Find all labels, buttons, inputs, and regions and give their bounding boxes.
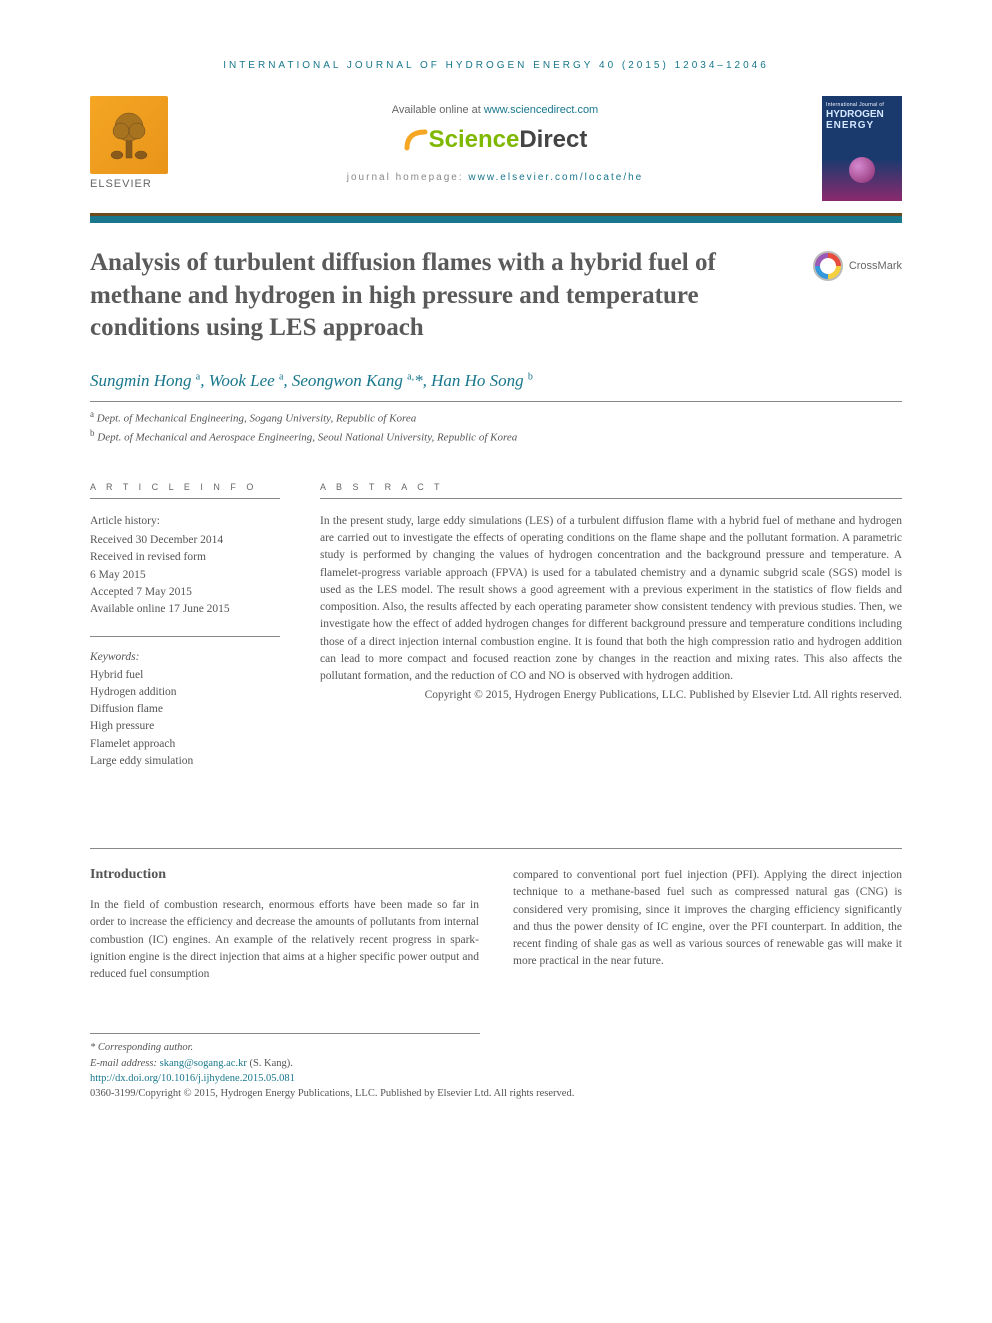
email-line: E-mail address: skang@sogang.ac.kr (S. K…: [90, 1056, 480, 1071]
email-suffix: (S. Kang).: [247, 1058, 293, 1069]
body-rule: [90, 848, 902, 849]
sciencedirect-logo[interactable]: ScienceDirect: [188, 126, 802, 154]
keyword-item: Large eddy simulation: [90, 753, 280, 770]
keyword-item: Diffusion flame: [90, 701, 280, 718]
history-line: Available online 17 June 2015: [90, 601, 280, 618]
abstract-label: A B S T R A C T: [320, 482, 902, 499]
history-line: Received 30 December 2014: [90, 532, 280, 549]
crossmark-icon: [813, 251, 843, 281]
abstract-column: A B S T R A C T In the present study, la…: [320, 482, 902, 788]
available-online: Available online at www.sciencedirect.co…: [188, 104, 802, 116]
body-col-right: compared to conventional port fuel injec…: [513, 867, 902, 983]
header-rule: [90, 213, 902, 223]
keywords-block: Keywords: Hybrid fuelHydrogen additionDi…: [90, 649, 280, 770]
author-list: Sungmin Hong a, Wook Lee a, Seongwon Kan…: [90, 371, 902, 402]
body-columns: Introduction In the field of combustion …: [90, 867, 902, 983]
sciencedirect-link[interactable]: www.sciencedirect.com: [484, 104, 598, 116]
cover-line1: International Journal of: [826, 102, 898, 108]
journal-homepage: journal homepage: www.elsevier.com/locat…: [188, 172, 802, 183]
body-col-left: Introduction In the field of combustion …: [90, 867, 479, 983]
journal-cover-thumbnail[interactable]: International Journal of HYDROGEN ENERGY: [822, 96, 902, 201]
sd-direct-text: Direct: [519, 126, 587, 153]
elsevier-tree-icon: [90, 96, 168, 174]
history-lines: Received 30 December 2014Received in rev…: [90, 532, 280, 618]
crossmark-badge[interactable]: CrossMark: [813, 251, 902, 281]
cover-line2: HYDROGEN: [826, 109, 898, 120]
info-divider: [90, 636, 280, 637]
body-text-left: In the field of combustion research, eno…: [90, 897, 479, 983]
crossmark-label: CrossMark: [849, 260, 902, 272]
email-label: E-mail address:: [90, 1058, 160, 1069]
history-line: Received in revised form: [90, 549, 280, 566]
affiliations: a Dept. of Mechanical Engineering, Sogan…: [90, 408, 902, 446]
sd-swoosh-icon: [403, 126, 429, 152]
article-title: Analysis of turbulent diffusion flames w…: [90, 247, 783, 345]
header-row: ELSEVIER Available online at www.science…: [90, 96, 902, 201]
history-title: Article history:: [90, 513, 280, 530]
article-page: INTERNATIONAL JOURNAL OF HYDROGEN ENERGY…: [0, 0, 992, 1149]
footnotes: * Corresponding author. E-mail address: …: [90, 1033, 480, 1086]
cover-graphic-icon: [849, 157, 875, 183]
affiliation-a-text: Dept. of Mechanical Engineering, Sogang …: [97, 412, 416, 424]
abstract-text: In the present study, large eddy simulat…: [320, 513, 902, 686]
article-info-column: A R T I C L E I N F O Article history: R…: [90, 482, 280, 788]
info-label: A R T I C L E I N F O: [90, 482, 280, 499]
keyword-item: Flamelet approach: [90, 736, 280, 753]
keyword-item: Hydrogen addition: [90, 684, 280, 701]
info-abstract-row: A R T I C L E I N F O Article history: R…: [90, 482, 902, 788]
header-center: Available online at www.sciencedirect.co…: [188, 96, 802, 183]
article-history: Article history: Received 30 December 20…: [90, 513, 280, 619]
keywords-title: Keywords:: [90, 649, 280, 666]
journal-reference: INTERNATIONAL JOURNAL OF HYDROGEN ENERGY…: [90, 60, 902, 71]
homepage-label: journal homepage:: [347, 172, 469, 183]
email-link[interactable]: skang@sogang.ac.kr: [160, 1058, 247, 1069]
elsevier-text: ELSEVIER: [90, 178, 168, 190]
keyword-item: Hybrid fuel: [90, 667, 280, 684]
affiliation-b: b Dept. of Mechanical and Aerospace Engi…: [90, 427, 902, 446]
affiliation-b-text: Dept. of Mechanical and Aerospace Engine…: [97, 431, 517, 443]
body-text-right: compared to conventional port fuel injec…: [513, 867, 902, 971]
history-line: 6 May 2015: [90, 567, 280, 584]
title-row: Analysis of turbulent diffusion flames w…: [90, 247, 902, 345]
introduction-heading: Introduction: [90, 867, 479, 883]
homepage-link[interactable]: www.elsevier.com/locate/he: [468, 172, 643, 183]
corresponding-author: * Corresponding author.: [90, 1040, 480, 1055]
keyword-lines: Hybrid fuelHydrogen additionDiffusion fl…: [90, 667, 280, 771]
elsevier-logo[interactable]: ELSEVIER: [90, 96, 168, 190]
sd-science-text: Science: [429, 126, 520, 153]
history-line: Accepted 7 May 2015: [90, 584, 280, 601]
keyword-item: High pressure: [90, 718, 280, 735]
available-label: Available online at: [392, 104, 484, 116]
affiliation-a: a Dept. of Mechanical Engineering, Sogan…: [90, 408, 902, 427]
cover-line3: ENERGY: [826, 120, 898, 131]
doi-link[interactable]: http://dx.doi.org/10.1016/j.ijhydene.201…: [90, 1073, 295, 1084]
issn-copyright: 0360-3199/Copyright © 2015, Hydrogen Ene…: [90, 1088, 902, 1099]
abstract-copyright: Copyright © 2015, Hydrogen Energy Public…: [320, 687, 902, 704]
